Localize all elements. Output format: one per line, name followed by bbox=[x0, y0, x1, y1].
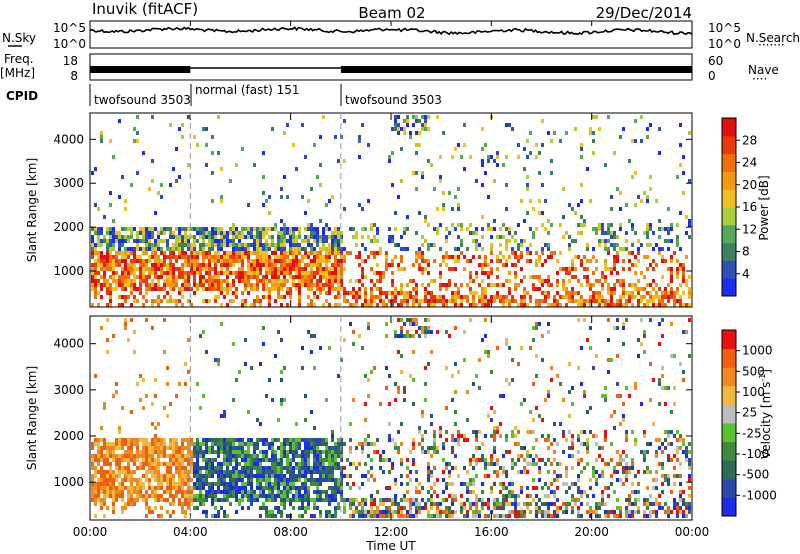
nsearch-label: N.Search bbox=[746, 31, 800, 45]
power-colorbar-swatch bbox=[722, 171, 736, 190]
velocity-colorbar-swatch bbox=[722, 478, 736, 498]
power-colorbar-swatch bbox=[722, 242, 736, 261]
power-colorbar-tick: 16 bbox=[742, 200, 757, 214]
velocity-colorbar-swatch bbox=[722, 385, 736, 405]
freq-label: Freq. bbox=[4, 52, 34, 66]
freq-band-0 bbox=[90, 66, 191, 73]
nsky-trace bbox=[89, 26, 693, 36]
velocity-colorbar-tick: -100 bbox=[742, 447, 769, 461]
power-heatmap-cells bbox=[91, 115, 691, 307]
freq-tick-bottom: 8 bbox=[70, 69, 78, 83]
velocity-colorbar-swatch bbox=[722, 404, 736, 424]
velocity-colorbar-tick: 1000 bbox=[742, 344, 773, 358]
ytick-3: 4000 bbox=[53, 132, 84, 146]
freq-panel: Freq. [MHz] 18 8 60 0 Nave ···· bbox=[0, 52, 779, 86]
nave-tick-bottom: 0 bbox=[708, 69, 716, 83]
cpid-row: CPID twofsound 3503 normal (fast) 151 tw… bbox=[6, 83, 442, 107]
xtick-3: 12:00 bbox=[374, 525, 409, 539]
ytick-0: 1000 bbox=[53, 475, 84, 489]
velocity-colorbar: 1000 500 100 25 -25 -100 -500 -1000 Velocity [m… bbox=[721, 329, 777, 517]
power-colorbar-swatch bbox=[722, 207, 736, 226]
power-y-axis: 1000 2000 3000 4000 bbox=[53, 132, 692, 278]
freq-unit: [MHz] bbox=[0, 66, 35, 80]
velocity-heatmap-cells bbox=[91, 318, 691, 518]
xtick-0: 00:00 bbox=[73, 525, 108, 539]
power-colorbar-swatch bbox=[722, 224, 736, 244]
power-colorbar-tick: 28 bbox=[742, 133, 757, 147]
velocity-colorbar-tick: 100 bbox=[742, 385, 765, 399]
velocity-colorbar-swatch bbox=[722, 497, 736, 517]
velocity-colorbar-swatch bbox=[722, 367, 736, 387]
power-colorbar-swatch bbox=[722, 189, 736, 208]
velocity-colorbar-tick: 500 bbox=[742, 364, 765, 378]
velocity-ylabel: Slant Range [km] bbox=[25, 366, 39, 470]
power-colorbar: 28 24 20 16 12 8 4 Power [dB] bbox=[721, 117, 771, 297]
velocity-colorbar-swatch bbox=[722, 460, 736, 480]
power-colorbar-tick: 12 bbox=[742, 222, 757, 236]
nsky-label: N.Sky bbox=[2, 31, 36, 45]
cpid-mode-3: twofsound 3503 bbox=[345, 93, 442, 107]
velocity-colorbar-swatch bbox=[722, 423, 736, 443]
nsky-tick-top: 10^5 bbox=[53, 21, 86, 35]
beam-title: Beam 02 bbox=[358, 4, 425, 22]
velocity-colorbar-swatch bbox=[722, 348, 736, 368]
power-colorbar-swatch bbox=[722, 260, 736, 279]
nsearch-tick-top: 10^5 bbox=[708, 21, 741, 35]
ytick-1: 2000 bbox=[53, 220, 84, 234]
xtick-5: 20:00 bbox=[574, 525, 609, 539]
xtick-1: 04:00 bbox=[173, 525, 208, 539]
velocity-colorbar-swatch bbox=[722, 441, 736, 461]
cpid-mode-1: twofsound 3503 bbox=[94, 93, 191, 107]
power-colorbar-swatch bbox=[722, 278, 736, 297]
power-colorbar-tick: 4 bbox=[742, 267, 750, 281]
ytick-3: 4000 bbox=[53, 337, 84, 351]
nave-tick-top: 60 bbox=[708, 54, 723, 68]
time-axis: 00:00 04:00 08:00 12:00 16:00 20:00 00:00 bbox=[73, 21, 710, 539]
velocity-colorbar-tick: -500 bbox=[742, 468, 769, 482]
power-colorbar-tick: 8 bbox=[742, 245, 750, 259]
power-colorbar-swatch bbox=[722, 153, 736, 172]
power-panel: 1000 2000 3000 4000 Slant Range [km] bbox=[25, 112, 693, 308]
nave-dots: ···· bbox=[752, 72, 767, 86]
cpid-label: CPID bbox=[6, 89, 38, 103]
velocity-colorbar-label: Velocity [m s-1] bbox=[758, 369, 773, 459]
nsky-panel: N.Sky 10^5 10^0 10^5 10^0 N.Search ·····… bbox=[2, 20, 800, 52]
velocity-y-axis: 1000 2000 3000 4000 bbox=[53, 337, 692, 489]
frequency-trace bbox=[90, 66, 692, 73]
velocity-colorbar-tick: 25 bbox=[742, 406, 757, 420]
xtick-6: 00:00 bbox=[675, 525, 710, 539]
power-colorbar-swatch bbox=[722, 118, 736, 137]
power-colorbar-tick: 24 bbox=[742, 156, 757, 170]
velocity-colorbar-swatch bbox=[722, 330, 736, 350]
power-colorbar-tick: 20 bbox=[742, 178, 757, 192]
nsearch-dots: ······· bbox=[758, 38, 785, 52]
power-colorbar-swatch bbox=[722, 135, 736, 155]
ytick-2: 3000 bbox=[53, 383, 84, 397]
velocity-panel: 1000 2000 3000 4000 Slant Range [km] bbox=[25, 315, 693, 521]
ytick-1: 2000 bbox=[53, 429, 84, 443]
power-colorbar-label: Power [dB] bbox=[757, 175, 771, 240]
freq-band-2 bbox=[340, 66, 692, 73]
nsearch-tick-bottom: 10^0 bbox=[708, 37, 741, 51]
nsky-tick-bottom: 10^0 bbox=[53, 37, 86, 51]
xtick-2: 08:00 bbox=[273, 525, 308, 539]
ytick-2: 3000 bbox=[53, 176, 84, 190]
freq-tick-top: 18 bbox=[63, 54, 78, 68]
date-title: 29/Dec/2014 bbox=[596, 4, 692, 22]
velocity-colorbar-tick: -25 bbox=[742, 426, 762, 440]
xtick-4: 16:00 bbox=[474, 525, 509, 539]
velocity-colorbar-tick: -1000 bbox=[742, 488, 777, 502]
ytick-0: 1000 bbox=[53, 264, 84, 278]
radar-title: Inuvik (fitACF) bbox=[92, 0, 198, 18]
nave-label: Nave bbox=[748, 63, 779, 77]
cpid-mode-2: normal (fast) 151 bbox=[195, 83, 299, 97]
power-ylabel: Slant Range [km] bbox=[25, 158, 39, 262]
x-axis-title: Time UT bbox=[365, 539, 416, 553]
